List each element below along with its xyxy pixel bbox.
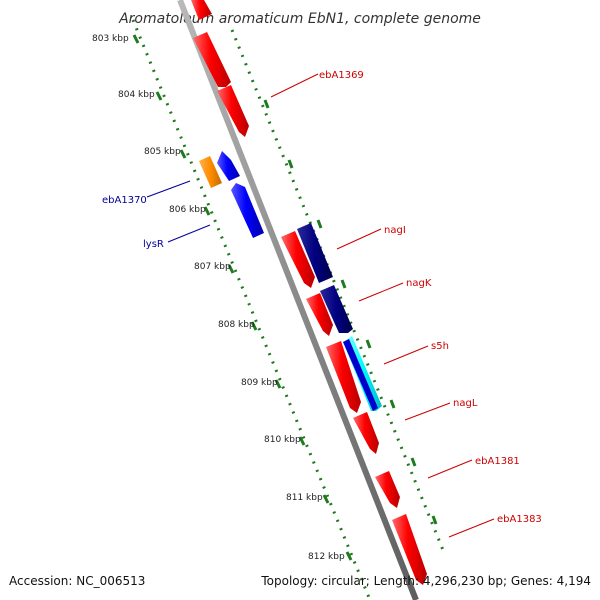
- tick-mark: [298, 436, 306, 446]
- major-ticks-outer: [263, 99, 438, 525]
- gene-blue-stripe: [343, 339, 378, 411]
- connector-ebA1383: [448, 518, 495, 538]
- accession-text: Accession: NC_006513: [9, 574, 146, 588]
- tick-mark: [410, 457, 417, 467]
- gene-label-s5h[interactable]: s5h: [431, 341, 449, 352]
- other-genes: [199, 151, 382, 411]
- label-connectors: [146, 73, 495, 538]
- gene-forward: [191, 0, 212, 20]
- scale-label: 805 kbp: [144, 147, 181, 157]
- gene-forward: [392, 514, 427, 585]
- tick-mark: [263, 99, 270, 109]
- gene-label-ebA1383[interactable]: ebA1383: [497, 514, 542, 525]
- scale-label: 806 kbp: [169, 205, 206, 215]
- gene-forward: [217, 85, 249, 137]
- connector-ebA1381: [427, 459, 473, 479]
- forward-strand-genes: [191, 0, 427, 585]
- gene-forward: [353, 412, 379, 454]
- gene-label-nagL[interactable]: nagL: [453, 398, 478, 409]
- tick-mark: [316, 219, 323, 229]
- gene-label-lysR[interactable]: lysR: [143, 239, 164, 250]
- scale-label: 809 kbp: [241, 378, 278, 388]
- gene-navy: [297, 223, 333, 283]
- gene-label-nagK[interactable]: nagK: [406, 278, 432, 289]
- gene-forward: [193, 32, 231, 87]
- connector-ebA1369: [270, 73, 319, 98]
- scale-track-inner: [131, 19, 372, 600]
- tick-mark: [322, 494, 330, 504]
- connector-nagL: [404, 402, 451, 421]
- topology-text: Topology: circular; Length: 4,296,230 bp…: [261, 574, 591, 588]
- tick-mark: [274, 379, 282, 389]
- tick-mark: [227, 264, 235, 274]
- connector-s5h: [383, 345, 429, 365]
- genome-backbone: [177, 0, 419, 600]
- scale-labels: 803 kbp 804 kbp 805 kbp 806 kbp 807 kbp …: [92, 34, 345, 562]
- scale-label: 811 kbp: [286, 493, 323, 503]
- tick-mark: [250, 321, 258, 331]
- gene-forward: [306, 293, 333, 336]
- scale-label: 804 kbp: [118, 90, 155, 100]
- gene-label-nagI[interactable]: nagI: [384, 225, 406, 236]
- tick-mark: [431, 515, 438, 525]
- scale-label: 812 kbp: [308, 552, 345, 562]
- tick-mark: [389, 399, 396, 409]
- connector-nagI: [336, 228, 382, 250]
- tick-mark: [132, 34, 140, 44]
- gene-orange: [199, 156, 222, 188]
- tick-mark: [287, 159, 294, 169]
- tick-mark: [340, 279, 347, 289]
- gene-reverse: [231, 183, 264, 238]
- scale-label: 803 kbp: [92, 34, 129, 44]
- gene-label-ebA1369[interactable]: ebA1369: [319, 70, 364, 81]
- tick-mark: [179, 149, 187, 159]
- scale-label: 810 kbp: [264, 435, 301, 445]
- backbone-line: [177, 0, 419, 600]
- gene-labels: ebA1369 ebA1370 lysR nagI nagK s5h nagL …: [102, 70, 542, 525]
- gene-label-ebA1370[interactable]: ebA1370: [102, 195, 147, 206]
- gene-navy: [320, 285, 353, 333]
- scale-track-outer: [230, 29, 447, 556]
- tick-mark: [203, 206, 211, 216]
- tick-mark: [345, 551, 353, 561]
- gene-forward: [326, 341, 361, 413]
- scale-label: 807 kbp: [194, 262, 231, 272]
- major-ticks-inner: [132, 34, 353, 561]
- connector-lysR: [167, 224, 211, 243]
- gene-label-ebA1381[interactable]: ebA1381: [475, 456, 520, 467]
- tick-mark: [155, 91, 163, 101]
- gene-forward: [375, 471, 400, 508]
- gene-forward: [281, 231, 315, 288]
- map-title: Aromatoleum aromaticum EbN1, complete ge…: [118, 11, 481, 27]
- connector-ebA1370: [146, 180, 191, 198]
- tick-mark: [365, 339, 372, 349]
- connector-nagK: [358, 282, 404, 302]
- gene-reverse: [217, 151, 240, 181]
- scale-label: 808 kbp: [218, 320, 255, 330]
